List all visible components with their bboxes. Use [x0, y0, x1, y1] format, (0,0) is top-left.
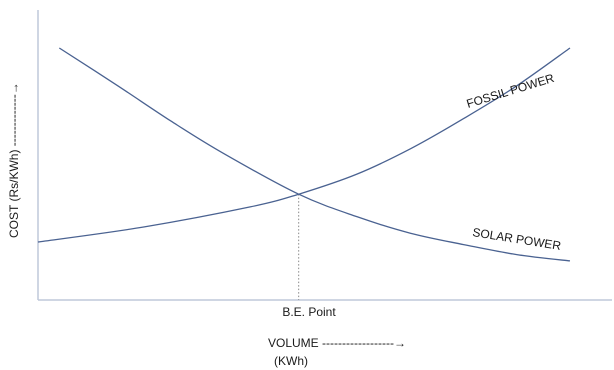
- x-axis-label: VOLUME ------------------→: [268, 336, 406, 350]
- x-axis-unit-label: (KWh): [274, 354, 308, 368]
- series-fossil-power-label: FOSSIL POWER: [465, 71, 556, 111]
- y-axis-label: COST (Rs/KWh) -------------→: [7, 82, 21, 238]
- series-fossil-power-line: [37, 47, 571, 243]
- series-solar-power-line: [58, 47, 571, 262]
- x-tick-label-break-even: B.E. Point: [282, 305, 336, 319]
